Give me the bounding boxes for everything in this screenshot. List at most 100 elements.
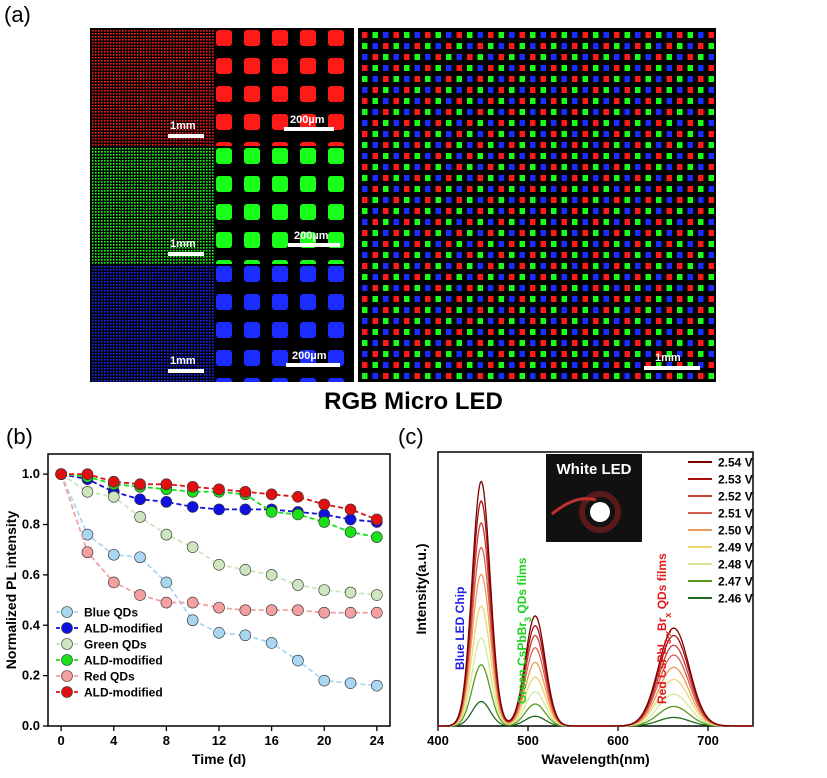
- annotation-text: QDs films: [655, 553, 669, 613]
- data-point: [292, 579, 304, 591]
- x-tick-label: 600: [607, 733, 629, 748]
- y-tick-label: 1.0: [22, 466, 40, 481]
- data-point: [239, 503, 252, 516]
- data-point: [371, 513, 383, 526]
- x-tick-label: 4: [110, 733, 118, 748]
- data-point: [213, 627, 225, 639]
- legend-entry: 2.48 V: [718, 558, 753, 572]
- legend-entry: 2.47 V: [718, 575, 753, 589]
- annotation-text: Red CsPbI: [655, 644, 669, 704]
- data-point: [160, 478, 173, 491]
- data-point: [239, 564, 252, 576]
- x-tick-label: 0: [58, 733, 65, 748]
- data-point: [344, 677, 357, 689]
- data-point: [265, 637, 278, 649]
- rgb-array-micrograph: [358, 28, 716, 382]
- data-point: [318, 606, 331, 619]
- data-point: [186, 541, 199, 553]
- data-point: [318, 498, 331, 511]
- annotation-red-films: Red CsPbI3-xBrx QDs films: [655, 553, 673, 704]
- legend-entry: 2.46 V: [718, 592, 753, 606]
- blue-pixel-grid: [92, 266, 214, 382]
- figure-title: RGB Micro LED: [324, 388, 503, 415]
- data-point: [318, 674, 331, 687]
- legend-marker: [61, 622, 73, 634]
- annotation-text: Br: [655, 617, 669, 631]
- data-point: [318, 516, 331, 528]
- x-tick-label: 400: [427, 733, 449, 748]
- red-pixel-grid: [216, 30, 344, 146]
- y-tick-label: 0.6: [22, 567, 40, 582]
- rgb-pixel-grid: [362, 32, 714, 379]
- legend-marker: [61, 670, 73, 682]
- annotation-green-films: Green CsPbBr3 QDs films: [515, 557, 533, 704]
- data-point: [186, 480, 199, 493]
- green-pixel-grid: [216, 148, 344, 264]
- data-point: [239, 604, 252, 616]
- data-point: [344, 526, 357, 538]
- legend-entry: 2.53 V: [718, 473, 753, 487]
- x-tick-label: 8: [163, 733, 170, 748]
- data-point: [107, 548, 120, 561]
- data-point: [292, 491, 304, 503]
- el-spectra-chart: 400 500 600 700 Wavelength(nm) Intensity(a.u.…: [413, 451, 754, 767]
- y-axis-label: Intensity(a.u.): [413, 543, 429, 634]
- series-5: [55, 468, 383, 526]
- x-axis-label: Wavelength(nm): [541, 751, 649, 767]
- data-point: [344, 586, 357, 599]
- y-tick-label: 0.2: [22, 668, 40, 683]
- red-zoom-micrograph: [214, 28, 354, 146]
- data-point: [239, 629, 252, 642]
- data-point: [160, 496, 173, 508]
- x-axis-label: Time (d): [192, 751, 246, 767]
- data-point: [81, 528, 94, 541]
- y-axis-label: Normalized PL intensity: [3, 511, 19, 670]
- annotation-text: Green CsPbBr: [515, 622, 529, 704]
- data-point: [371, 606, 383, 619]
- data-point: [160, 596, 173, 609]
- legend-entry: Green QDs: [84, 638, 147, 652]
- scale-label-red-lowmag: 1mm: [170, 120, 196, 132]
- data-point: [186, 614, 199, 627]
- led-ring: [579, 491, 621, 533]
- spectrum-2.54V: [438, 480, 753, 727]
- legend-entry: 2.52 V: [718, 490, 753, 504]
- blue-zoom-micrograph: [214, 264, 354, 382]
- red-lowmag-micrograph: [90, 28, 214, 146]
- legend-entry: ALD-modified: [84, 622, 163, 636]
- annotation-sub: x: [663, 613, 673, 618]
- inset-label: White LED: [557, 461, 632, 478]
- panel-label-b: (b): [6, 424, 33, 449]
- x-tick-label: 24: [370, 733, 385, 748]
- scale-label-blue-lowmag: 1mm: [170, 355, 196, 367]
- y-tick-label: 0.4: [22, 617, 41, 632]
- scale-label-green-zoom: 200µm: [294, 230, 329, 242]
- legend-entry: 2.50 V: [718, 524, 753, 538]
- data-point: [134, 589, 146, 601]
- spectrum-2.49V: [438, 605, 753, 727]
- data-point: [213, 601, 225, 614]
- scale-label-red-zoom: 200µm: [290, 114, 325, 126]
- annotation-text: QDs films: [515, 557, 529, 617]
- data-point: [239, 485, 252, 498]
- data-point: [265, 604, 278, 616]
- data-point: [160, 576, 173, 589]
- legend-entry: 2.49 V: [718, 541, 753, 555]
- data-point: [81, 546, 94, 559]
- data-point: [371, 679, 383, 692]
- scale-bar: [284, 127, 334, 131]
- scale-bar: [168, 252, 204, 256]
- series-1: [55, 468, 383, 528]
- spectrum-2.48V: [438, 637, 753, 727]
- data-point: [186, 501, 199, 513]
- pl-stability-chart: 0 4 8 12 16 20 24 0.0 0.2 0.4 0.6 0.8 1.0 Time (d) Nor…: [3, 453, 391, 767]
- legend-entry: ALD-modified: [84, 654, 163, 668]
- data-point: [344, 513, 357, 526]
- legend-marker: [61, 638, 73, 650]
- data-point: [265, 506, 278, 518]
- data-point: [213, 503, 225, 516]
- legend-entry: Red QDs: [84, 670, 135, 684]
- data-point: [292, 508, 304, 521]
- data-point: [134, 493, 146, 506]
- x-tick-label: 20: [317, 733, 331, 748]
